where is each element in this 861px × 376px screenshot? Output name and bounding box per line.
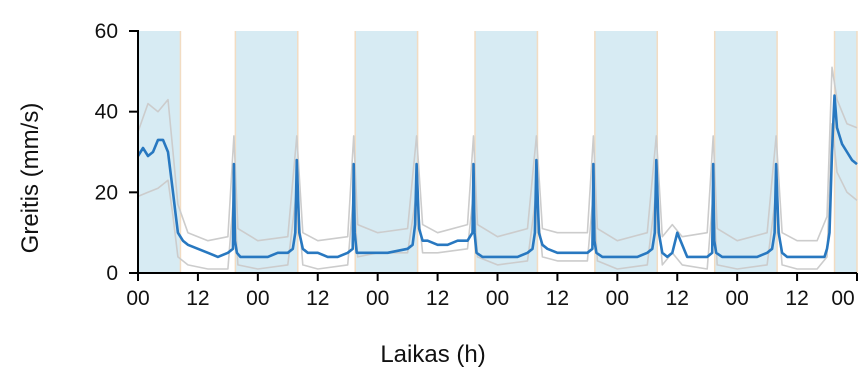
y-tick-label: 40 (95, 101, 118, 124)
series-lines (136, 66, 858, 270)
x-tick-label: 12 (666, 287, 689, 310)
shaded-period-5 (594, 31, 658, 273)
axes (129, 30, 858, 281)
series-line-mean (136, 94, 858, 259)
x-axis-title: Laikas (h) (380, 341, 485, 368)
x-tick-label: 12 (186, 287, 209, 310)
x-tick-label: 12 (426, 287, 449, 310)
x-tick-label: 00 (366, 287, 389, 310)
shaded-period-3 (355, 31, 418, 273)
x-tick-label: 00 (725, 287, 748, 310)
y-tick-label: 0 (106, 262, 118, 285)
x-tick-label: 00 (831, 287, 854, 310)
y-tick-label: 60 (95, 20, 118, 43)
y-tick-label: 20 (95, 181, 118, 204)
x-tick-label: 00 (246, 287, 269, 310)
y-axis-title: Greitis (mm/s) (17, 103, 44, 254)
shaded-period-4 (475, 31, 538, 273)
tick-labels: 0 20 40 60 00 12 00 12 00 12 00 12 00 12 00 12 00 (95, 20, 855, 310)
x-tick-label: 00 (606, 287, 629, 310)
x-tick-label: 12 (785, 287, 808, 310)
shaded-period-6 (714, 31, 778, 273)
x-tick-label: 12 (546, 287, 569, 310)
series-line-upper (137, 66, 858, 242)
x-tick-label: 12 (306, 287, 329, 310)
x-tick-label: 00 (126, 287, 149, 310)
x-tick-label: 00 (486, 287, 509, 310)
